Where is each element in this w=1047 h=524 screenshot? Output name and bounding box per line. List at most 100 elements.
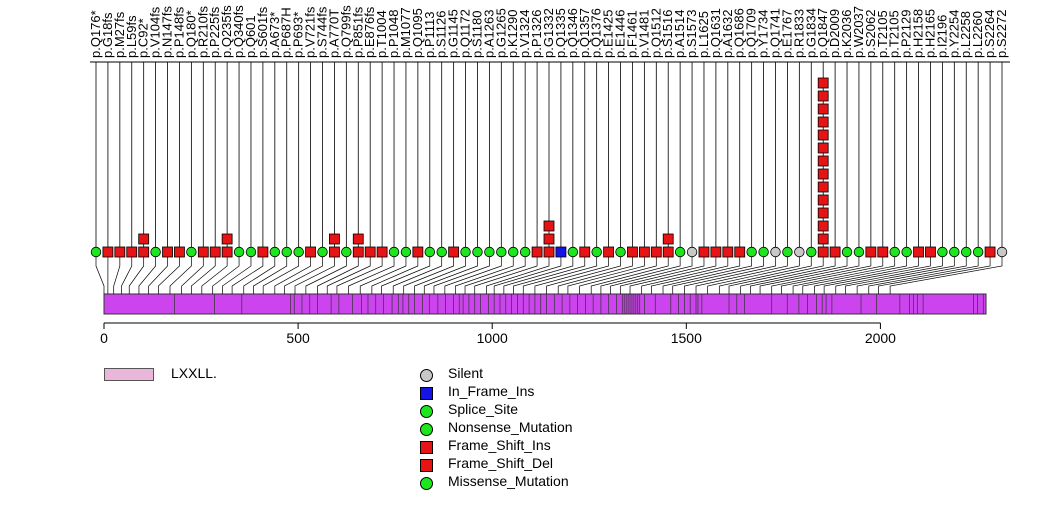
mutation-label: p.Q180* [183, 10, 198, 58]
mutation-label: p.H2165 [922, 9, 937, 58]
position-mapping-line [190, 252, 216, 294]
x-axis-tick-label: 2000 [865, 330, 896, 346]
position-mapping-line [684, 252, 776, 294]
mutation-label: p.P693* [291, 12, 306, 58]
mutation-label: p.K1290 [505, 10, 520, 58]
mutation-marker-circle [686, 246, 698, 258]
legend-label-missense-mutation: Missense_Mutation [448, 473, 569, 489]
mutation-marker-square [817, 103, 829, 115]
mutation-label: p.A1514 [672, 10, 687, 58]
position-mapping-line [557, 252, 633, 294]
position-mapping-line [326, 252, 371, 294]
mutation-marker-square [817, 129, 829, 141]
mutation-marker-square [448, 246, 460, 258]
protein-track [103, 293, 987, 315]
mutation-marker-square [555, 246, 567, 258]
domain-legend-swatch [104, 368, 154, 381]
position-mapping-line [878, 252, 991, 294]
mutation-marker-circle [758, 246, 769, 258]
position-mapping-line [474, 252, 538, 294]
position-mapping-line [889, 252, 1003, 294]
mutation-label: p.E1446 [613, 10, 628, 58]
position-mapping-line [284, 252, 323, 294]
mutation-marker-circle [674, 246, 686, 258]
mutation-marker-square [603, 246, 615, 258]
position-mapping-line [148, 252, 168, 294]
mutation-marker-circle [436, 246, 447, 258]
mutation-marker-square [412, 246, 424, 258]
legend-label-frame-shift-del: Frame_Shift_Del [448, 455, 554, 471]
mutation-marker-circle [996, 246, 1008, 258]
mutation-label: p.E1767 [779, 10, 794, 58]
position-mapping-line [771, 252, 872, 294]
position-mapping-line [381, 252, 431, 294]
position-mapping-line [814, 252, 919, 294]
mutation-marker-square [817, 246, 829, 258]
position-mapping-line [371, 252, 419, 294]
mutation-label: p.G1145 [446, 9, 461, 58]
legend-label-silent: Silent [448, 365, 484, 381]
mutation-marker-circle [460, 246, 471, 258]
mutation-marker-square [138, 246, 150, 258]
mutation-label: p.Q601 [243, 15, 258, 58]
mutation-marker-circle [508, 246, 519, 258]
legend-label-splice-site: Splice_Site [448, 401, 519, 417]
protein-bar [103, 293, 987, 315]
mutation-label: p.W2037 [851, 6, 866, 58]
mutation-label: p.Q1376 [589, 8, 604, 58]
mutation-label: p.G1332 [541, 8, 556, 58]
mutation-label: p.E1425 [601, 10, 616, 58]
mutation-marker-square [817, 207, 829, 219]
mutation-marker-square [817, 233, 829, 245]
mutation-label: p.L1625 [696, 11, 711, 58]
position-mapping-line [181, 252, 204, 294]
mutation-label: p.P851fs [350, 6, 365, 58]
mutation-label: p.G18fs [100, 12, 115, 58]
position-mapping-line [274, 252, 311, 294]
mutation-label: p.A673* [267, 12, 282, 58]
mutation-marker-circle [424, 246, 435, 258]
mutation-marker-circle [841, 246, 853, 258]
position-mapping-line [662, 252, 753, 294]
mutation-marker-square [543, 220, 555, 232]
mutation-label: p.I2196 [934, 15, 949, 58]
mutation-label: p.M1077 [398, 7, 413, 58]
mutation-marker-square [925, 246, 936, 258]
mutation-marker-circle [90, 246, 102, 258]
mutation-marker-circle [615, 246, 626, 258]
mutation-stems [95, 62, 1003, 252]
domain-legend-label: LXXLL. [171, 365, 217, 381]
mutation-label: p.T2105 [887, 10, 902, 58]
mutation-label: p.Y2254 [946, 10, 961, 58]
mutation-marker-square [650, 246, 662, 258]
position-mapping-line [348, 252, 395, 294]
x-axis-tick-label: 0 [100, 330, 108, 346]
legend-swatch-nonsense-mutation [420, 423, 433, 436]
mutation-marker-circle [472, 246, 483, 258]
mutation-marker-square [376, 246, 388, 258]
mutation-label: p.S1180 [469, 11, 484, 58]
mutation-label: p.Q1095 [410, 8, 425, 58]
mutation-marker-circle [794, 246, 805, 258]
position-mapping-line [305, 252, 347, 294]
mutation-marker-circle [972, 246, 984, 258]
position-mapping-line [403, 252, 454, 294]
position-mapping-line [359, 252, 407, 294]
position-mapping-line [423, 252, 478, 294]
mutation-marker-square [817, 194, 829, 206]
mutation-marker-circle [293, 246, 304, 258]
position-mapping-line [619, 252, 705, 294]
position-mapping-lines [95, 252, 1003, 294]
mutation-marker-square [638, 246, 650, 258]
mutation-label: p.Q340fs [231, 5, 246, 58]
mutation-label: p.M27fs [112, 11, 127, 58]
mutation-label: p.P1048 [386, 10, 401, 58]
mutation-label: p.V721fs [303, 6, 318, 58]
x-axis-tick-label: 1000 [477, 330, 508, 346]
mutation-marker-square [329, 246, 340, 258]
position-mapping-line [493, 252, 562, 294]
mutation-marker-square [221, 246, 233, 258]
mutation-label: p.R210fs [195, 5, 210, 58]
mutation-marker-circle [770, 246, 781, 258]
mutation-marker-circle [782, 246, 793, 258]
